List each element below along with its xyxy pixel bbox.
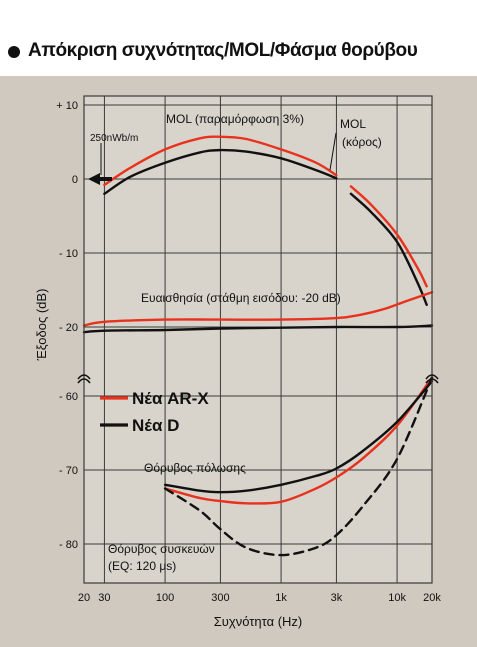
plot-background [84,96,432,583]
plot-border [83,95,433,584]
reference-arrow-head-icon [88,173,100,185]
axes: + 10 0 - 10 - 20 - 60 - 70 - 80 20 30 100 300 1k 3k 1… [34,95,441,629]
annotation-label: MOL (παραμόρφωση 3%) [166,112,304,126]
series-line [163,380,434,494]
axis-break-mark [425,378,439,384]
x-tick-label: 10k [388,592,406,604]
x-tick-label: 3k [331,592,343,604]
y-tick-label: - 60 [59,391,78,403]
annotation-label: Θόρυβος συσκευών [108,542,215,556]
series-layer [82,135,434,557]
series-line [103,148,338,195]
annotation-label: Θόρυβος πόλωσης [144,461,246,475]
y-tick-label: + 10 [56,100,78,112]
annotation-label: 250nWb/m [90,133,138,144]
y-tick-label: - 70 [59,465,78,477]
series-line [349,185,428,288]
annotations: MOL (παραμόρφωση 3%) MOL (κόρος) 250nWb/m Ευ… [88,112,382,573]
series-line [163,376,434,557]
x-tick-label: 30 [98,592,110,604]
annotation-label: (EQ: 120 μs) [108,559,176,573]
series-line [82,291,434,327]
y-tick-label: - 10 [59,248,78,260]
series-line [349,192,428,306]
legend: Νέα AR-X Νέα D [100,389,209,435]
x-tick-label: 1k [275,592,287,604]
y-tick-label: - 20 [59,322,78,334]
annotation-label: Ευαισθησία (στάθμη εισόδου: -20 dB) [141,291,341,305]
series-line [82,324,434,334]
axis-break-mark [77,374,91,380]
title-bullet-icon [8,46,20,58]
y-axis-title: Έξοδος (dB) [34,289,49,362]
y-tick-label: - 80 [59,539,78,551]
series-line [103,135,338,187]
annotation-label: (κόρος) [342,135,382,149]
annotation-leader [329,132,337,171]
page-title: Απόκριση συχνότητας/MOL/Φάσμα θορύβου [28,40,418,61]
legend-label: Νέα AR-X [132,389,209,408]
x-tick-label: 300 [211,592,229,604]
series-line [163,376,434,505]
axis-break-mark [425,374,439,380]
x-tick-label: 100 [156,592,174,604]
x-tick-label: 20k [423,592,441,604]
x-axis-title: Συχνότητα (Hz) [214,614,303,629]
y-tick-label: 0 [72,174,78,186]
legend-label: Νέα D [132,416,179,435]
annotation-label: MOL [340,117,366,131]
axis-break-mark [77,378,91,384]
x-tick-label: 20 [78,592,90,604]
